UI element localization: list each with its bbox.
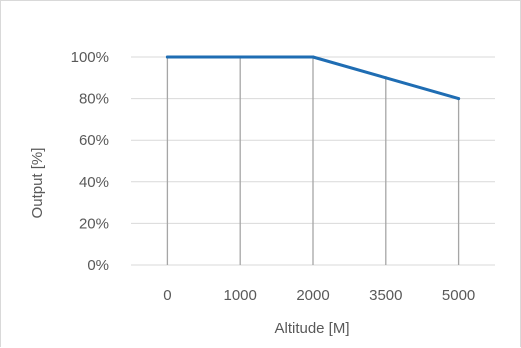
data-point [311, 55, 315, 59]
x-tick-label: 1000 [224, 287, 257, 304]
y-tick-label: 0% [87, 257, 109, 274]
data-point [457, 97, 461, 101]
x-tick-labels: 0 1000 2000 3500 5000 [163, 287, 475, 304]
x-tick-label: 5000 [442, 287, 475, 304]
data-point [165, 55, 169, 59]
y-tick-labels: 0% 20% 40% 60% 80% 100% [71, 49, 109, 274]
x-tick-label: 2000 [296, 287, 329, 304]
y-axis-title: Output [%] [29, 148, 46, 219]
drop-lines [166, 57, 460, 265]
y-tick-label: 100% [71, 49, 109, 66]
y-tick-label: 60% [79, 132, 109, 149]
y-tick-label: 40% [79, 174, 109, 191]
x-axis-title: Altitude [M] [274, 320, 349, 337]
x-tick-label: 3500 [369, 287, 402, 304]
data-point [238, 55, 242, 59]
data-point [384, 76, 388, 80]
y-tick-label: 80% [79, 91, 109, 108]
series-layer [165, 55, 461, 101]
x-tick-label: 0 [163, 287, 171, 304]
y-tick-label: 20% [79, 215, 109, 232]
